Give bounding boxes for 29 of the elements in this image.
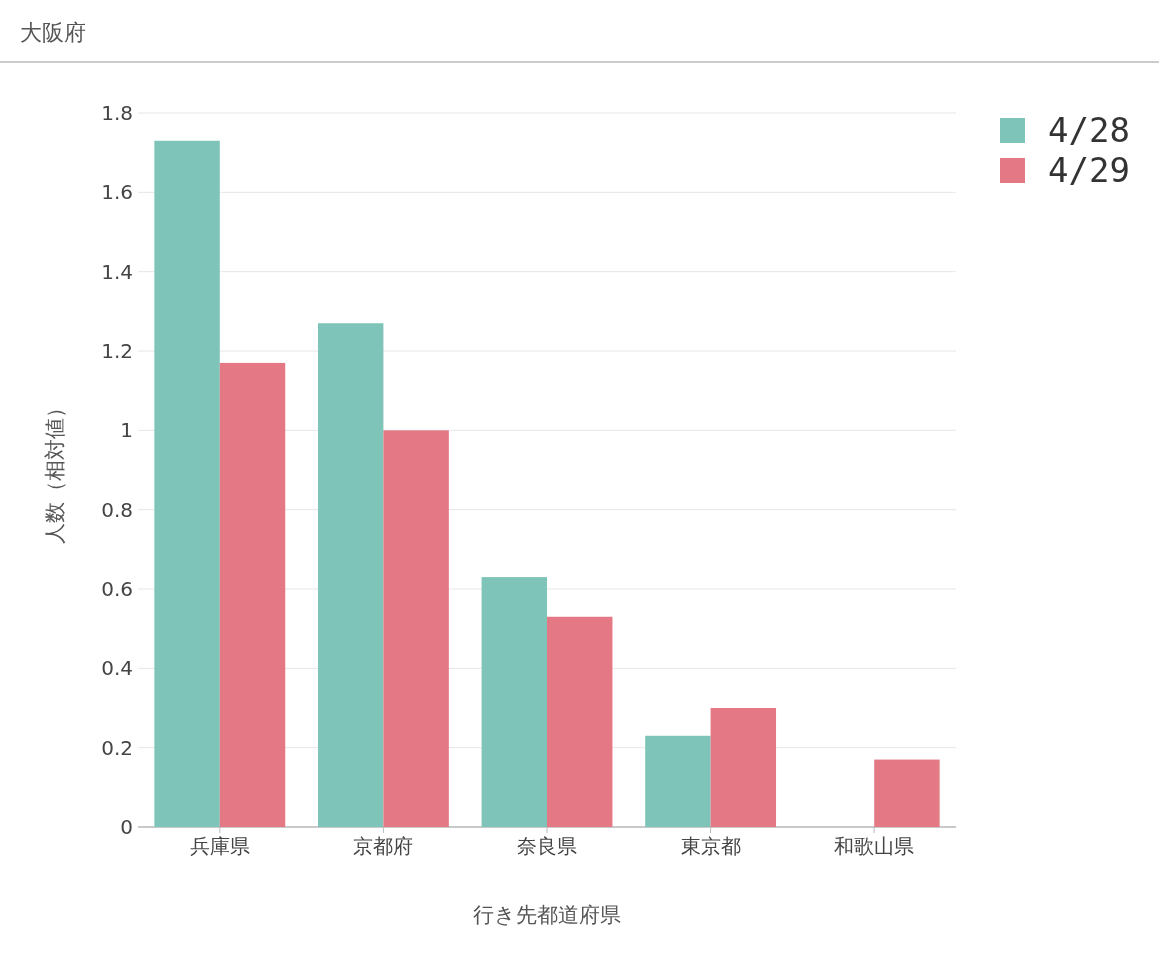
y-tick-label: 1.6	[101, 180, 133, 205]
bar	[383, 430, 449, 827]
bar	[317, 323, 384, 827]
x-axis-title: 行き先都道府県	[473, 903, 621, 927]
y-tick-label: 0.6	[101, 577, 133, 601]
x-tick-label: 和歌山県	[834, 834, 915, 858]
y-tick-label: 0.4	[101, 656, 133, 681]
y-tick-label: 0.2	[101, 735, 133, 760]
bar	[710, 708, 777, 827]
x-tick-label: 兵庫県	[189, 834, 250, 858]
x-tick-label: 京都府	[353, 834, 414, 858]
legend-label: 4/29	[1048, 150, 1130, 190]
bar	[874, 759, 940, 827]
y-tick-label: 1.8	[101, 101, 133, 125]
bar	[481, 577, 547, 827]
y-tick-label: 1.4	[101, 259, 133, 284]
bar	[645, 735, 711, 827]
y-tick-label: 0.8	[101, 497, 133, 522]
legend-label: 4/28	[1048, 110, 1130, 150]
bar	[154, 140, 220, 827]
bar	[219, 362, 286, 827]
y-tick-label: 1.2	[101, 339, 133, 363]
y-axis-title: 人数（相対値）	[43, 396, 67, 544]
chart-title: 大阪府	[20, 20, 86, 45]
y-tick-label: 1	[120, 418, 133, 443]
x-tick-label: 奈良県	[517, 834, 577, 858]
y-tick-label: 0	[120, 815, 133, 839]
bar	[547, 616, 613, 827]
x-tick-label: 東京都	[680, 834, 741, 858]
